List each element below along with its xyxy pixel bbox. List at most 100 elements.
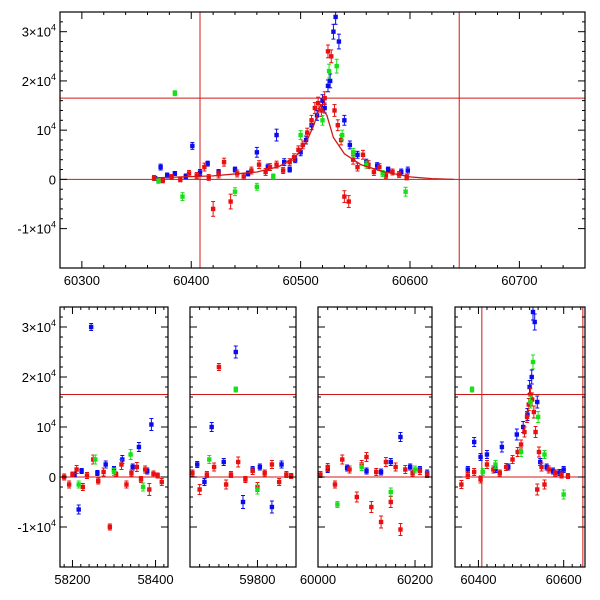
data-point-red <box>377 164 382 170</box>
y-tick-label: 104 <box>37 418 56 435</box>
data-point-red <box>178 177 183 182</box>
data-point-red <box>531 409 537 415</box>
data-point-red <box>210 206 216 212</box>
data-point-red <box>263 169 268 175</box>
top-frame <box>59 11 586 269</box>
segment-plot-area <box>190 345 296 514</box>
data-point-blue <box>535 399 540 405</box>
data-point-red <box>159 479 164 485</box>
data-point-blue <box>209 424 214 430</box>
data-point-red <box>296 147 301 153</box>
data-point-red <box>262 470 267 476</box>
data-point-green <box>156 178 161 184</box>
y-tick-label: 2×104 <box>22 72 56 89</box>
data-point-blue <box>407 464 413 470</box>
data-point-green <box>326 68 332 74</box>
data-point-red <box>318 472 323 477</box>
data-point-blue <box>240 499 246 505</box>
y-tick-label: 0 <box>49 470 56 485</box>
data-point-blue <box>322 105 327 111</box>
x-tick-label: 60200 <box>397 572 433 587</box>
data-point-blue <box>269 504 275 510</box>
data-point-green <box>542 452 547 457</box>
data-point-red <box>329 54 334 59</box>
data-point-red <box>518 442 524 447</box>
y-tick-label: -1×104 <box>17 518 56 535</box>
bottom-segment-2: 59800 <box>189 306 297 587</box>
data-point-red <box>101 469 106 475</box>
data-point-red <box>160 178 166 183</box>
data-point-red <box>84 473 90 478</box>
data-point-red <box>228 472 234 477</box>
data-point-green <box>335 502 340 507</box>
data-point-blue <box>274 132 279 138</box>
x-tick-label: 59800 <box>239 572 275 587</box>
data-point-red <box>497 470 502 476</box>
data-point-red <box>194 173 199 178</box>
data-point-green <box>518 449 524 455</box>
data-point-blue <box>336 39 342 44</box>
data-point-blue <box>347 142 353 148</box>
data-point-red <box>459 482 464 487</box>
data-point-blue <box>197 170 203 175</box>
data-point-blue <box>202 479 207 485</box>
data-point-blue <box>325 83 331 89</box>
data-point-blue <box>333 14 338 20</box>
data-point-red <box>515 449 520 455</box>
data-point-green <box>93 457 98 462</box>
data-point-blue <box>398 434 403 440</box>
data-point-green <box>180 194 185 199</box>
data-point-blue <box>529 374 534 380</box>
data-point-red <box>346 199 351 204</box>
data-point-blue <box>190 143 195 149</box>
bottom-segment-1: -1×104 0 104 2×104 3×104 58200 58400 <box>17 306 174 587</box>
data-point-red <box>113 472 119 477</box>
data-point-red <box>186 171 192 176</box>
data-point-red <box>559 472 564 478</box>
data-point-green <box>298 132 303 138</box>
x-tick-label: 60000 <box>300 572 336 587</box>
data-point-red <box>280 168 286 173</box>
segment-frame <box>189 306 297 568</box>
data-point-red <box>542 482 547 487</box>
data-point-red <box>142 467 148 472</box>
data-point-green <box>255 487 260 492</box>
data-point-blue <box>405 168 411 173</box>
y-tick-label: -1×104 <box>17 220 56 237</box>
data-point-red <box>398 527 403 532</box>
data-point-red <box>355 164 360 170</box>
data-point-blue <box>465 467 470 472</box>
data-point-blue <box>399 169 404 175</box>
data-point-red <box>378 519 384 525</box>
data-point-red <box>223 482 229 487</box>
data-point-red <box>269 462 275 467</box>
data-point-green <box>403 189 408 194</box>
data-point-red <box>250 468 255 474</box>
data-point-red <box>390 169 395 175</box>
data-point-red <box>347 467 352 472</box>
data-point-blue <box>130 464 135 470</box>
data-point-red <box>228 199 233 204</box>
segment-frame <box>59 306 169 568</box>
data-point-red <box>221 159 227 165</box>
data-point-red <box>96 478 101 484</box>
data-point-blue <box>561 467 566 472</box>
data-point-red <box>539 464 544 470</box>
data-point-blue <box>484 452 490 457</box>
data-point-green <box>412 467 418 472</box>
data-point-red <box>403 467 408 472</box>
data-point-green <box>207 457 212 462</box>
data-point-blue <box>254 150 260 155</box>
data-point-green <box>480 469 485 475</box>
data-point-red <box>304 130 310 135</box>
data-point-blue <box>298 150 303 155</box>
data-point-red <box>522 429 527 435</box>
data-point-green <box>561 492 566 497</box>
data-point-red <box>533 429 538 435</box>
data-point-red <box>197 487 202 492</box>
data-point-green <box>339 132 345 138</box>
data-point-blue <box>205 161 210 166</box>
segment-plot-area <box>455 307 585 567</box>
data-point-blue <box>95 470 100 476</box>
x-tick-label: 58200 <box>54 572 90 587</box>
